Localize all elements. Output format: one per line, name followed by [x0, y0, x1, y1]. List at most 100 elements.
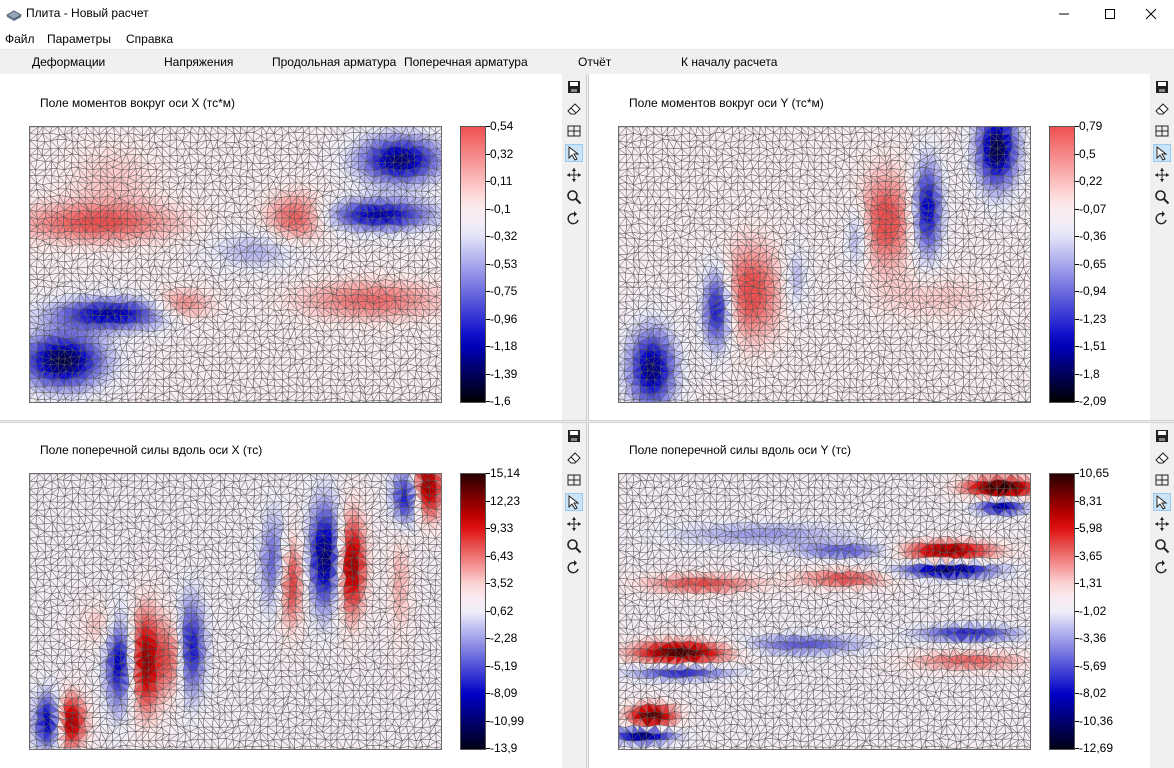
tick-label: -3,36 [1079, 631, 1107, 645]
grid-tool-button[interactable] [565, 471, 583, 489]
move-tool-button[interactable] [565, 515, 583, 533]
tick-mark [486, 291, 490, 292]
eraser-icon [567, 103, 581, 115]
cursor-tool-button[interactable] [565, 493, 583, 511]
tick-mark [1075, 374, 1079, 375]
plot-tools [1150, 423, 1174, 768]
grid-tool-button[interactable] [1153, 471, 1171, 489]
rotate-tool-button[interactable] [1153, 210, 1171, 228]
tick-mark [486, 556, 490, 557]
tick-mark [486, 721, 490, 722]
color-scale-gradient [461, 474, 485, 749]
tick-label: 12,23 [490, 494, 521, 508]
tick-mark [1075, 346, 1079, 347]
tick-mark [486, 748, 490, 749]
maximize-button[interactable] [1087, 0, 1133, 28]
move-icon [1155, 168, 1169, 182]
grid-tool-button[interactable] [565, 122, 583, 140]
zoom-tool-button[interactable] [1153, 188, 1171, 206]
tick-mark [486, 693, 490, 694]
eraser-tool-button[interactable] [1153, 100, 1171, 118]
save-icon [568, 81, 580, 93]
zoom-tool-button[interactable] [1153, 537, 1171, 555]
cursor-tool-button[interactable] [565, 144, 583, 162]
tick-mark [486, 611, 490, 612]
panel-title: Поле поперечной силы вдоль оси Y (тс) [629, 443, 852, 457]
grid-icon [1155, 474, 1169, 486]
panel-shear-y: Поле поперечной силы вдоль оси Y (тс) 10… [589, 423, 1174, 768]
rotate-tool-button[interactable] [565, 210, 583, 228]
horizontal-splitter[interactable] [0, 420, 1174, 423]
color-scale-gradient [461, 127, 485, 402]
maximize-icon [1105, 9, 1115, 19]
shear-y-field-plot[interactable] [618, 473, 1031, 750]
move-tool-button[interactable] [1153, 515, 1171, 533]
eraser-icon [567, 452, 581, 464]
tick-label: 0,62 [490, 604, 514, 618]
title-bar: Плита - Новый расчет [0, 0, 1174, 28]
tick-mark [486, 264, 490, 265]
minimize-button[interactable] [1041, 0, 1087, 28]
report-button[interactable]: Отчёт [578, 55, 612, 69]
eraser-tool-button[interactable] [565, 449, 583, 467]
zoom-tool-button[interactable] [565, 188, 583, 206]
tick-label: -1,02 [1079, 604, 1107, 618]
tick-label: 0,11 [490, 174, 513, 188]
tick-label: -0,36 [1079, 229, 1107, 243]
panel-title: Поле поперечной силы вдоль оси X (тс) [40, 443, 263, 457]
tick-label: 6,43 [490, 549, 514, 563]
tick-label: 0,32 [490, 147, 514, 161]
longitudinal-reinforcement-button[interactable]: Продольная арматура [272, 55, 397, 69]
cursor-icon [568, 145, 580, 161]
tick-label: -0,96 [490, 312, 518, 326]
tick-label: 5,98 [1079, 521, 1103, 535]
rotate-icon [1155, 560, 1167, 574]
tick-mark [1075, 291, 1079, 292]
shear-x-field-plot[interactable] [29, 473, 442, 750]
transverse-reinforcement-button[interactable]: Поперечная арматура [404, 55, 528, 69]
rotate-tool-button[interactable] [565, 559, 583, 577]
panel-moment-x: Поле моментов вокруг оси X (тс*м) 0,54 0,… [0, 74, 586, 420]
tick-label: -1,51 [1079, 339, 1107, 353]
move-tool-button[interactable] [1153, 166, 1171, 184]
tick-mark [1075, 556, 1079, 557]
rotate-icon [567, 560, 579, 574]
menu-file[interactable]: Файл [5, 32, 35, 46]
tick-label: 0,54 [490, 119, 514, 133]
menu-parameters[interactable]: Параметры [47, 32, 111, 46]
tick-label: -0,65 [1079, 257, 1107, 271]
moment-x-field-plot[interactable] [29, 126, 442, 403]
tick-mark [1075, 528, 1079, 529]
menu-help[interactable]: Справка [126, 32, 174, 46]
tick-mark [486, 638, 490, 639]
cursor-tool-button[interactable] [1153, 144, 1171, 162]
tick-label: -2,28 [490, 631, 518, 645]
save-tool-button[interactable] [565, 78, 583, 96]
stresses-button[interactable]: Напряжения [164, 55, 234, 69]
tick-mark [1075, 181, 1079, 182]
tick-mark [486, 401, 490, 402]
tick-label: -10,36 [1079, 714, 1114, 728]
app-icon [6, 10, 22, 21]
rotate-tool-button[interactable] [1153, 559, 1171, 577]
restart-calculation-button[interactable]: К началу расчета [681, 55, 778, 69]
save-icon [568, 430, 580, 442]
eraser-tool-button[interactable] [1153, 449, 1171, 467]
save-tool-button[interactable] [565, 427, 583, 445]
close-button[interactable] [1128, 0, 1174, 28]
color-scale-bar [460, 126, 486, 403]
tick-mark [486, 374, 490, 375]
save-tool-button[interactable] [1153, 78, 1171, 96]
tick-mark [1075, 748, 1079, 749]
eraser-tool-button[interactable] [565, 100, 583, 118]
move-tool-button[interactable] [565, 166, 583, 184]
save-tool-button[interactable] [1153, 427, 1171, 445]
deformations-button[interactable]: Деформации [32, 55, 106, 69]
zoom-tool-button[interactable] [565, 537, 583, 555]
tick-mark [1075, 154, 1079, 155]
tick-label: -1,8 [1079, 367, 1100, 381]
cursor-tool-button[interactable] [1153, 493, 1171, 511]
tick-label: 3,52 [490, 576, 514, 590]
grid-tool-button[interactable] [1153, 122, 1171, 140]
moment-y-field-plot[interactable] [618, 126, 1031, 403]
